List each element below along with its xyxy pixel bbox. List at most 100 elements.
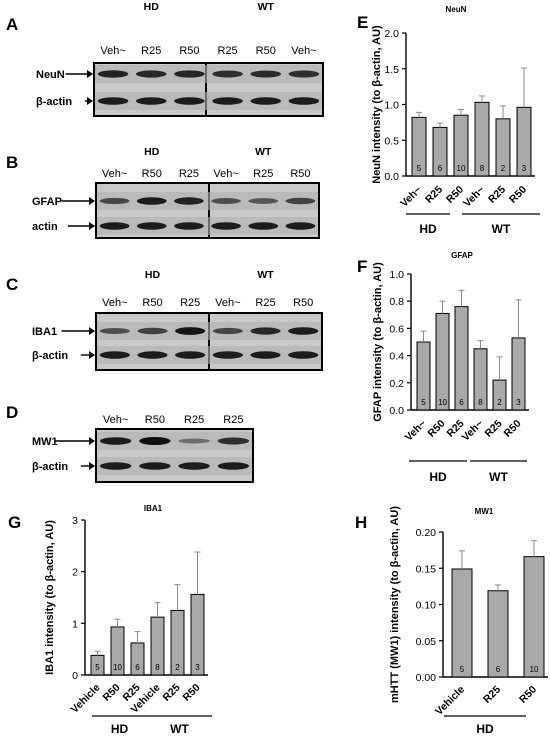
blot-band	[136, 222, 167, 230]
category-label: Veh~	[460, 418, 486, 444]
blot-band	[139, 462, 171, 470]
lane-label: R25	[255, 297, 275, 309]
lane-label: R50	[142, 168, 162, 180]
n-label: 5	[460, 665, 465, 674]
n-label: 3	[195, 663, 200, 672]
blot-band	[137, 327, 168, 335]
bar	[451, 568, 473, 678]
lane-label: Veh~	[213, 168, 238, 180]
n-label: 6	[438, 164, 443, 173]
lane-label: R50	[293, 297, 313, 309]
n-label: 8	[480, 164, 485, 173]
n-label: 10	[530, 665, 539, 674]
group-label: HD	[419, 222, 437, 236]
blot-band	[99, 197, 130, 205]
bar	[435, 312, 450, 411]
y-tick-label: 2	[72, 567, 78, 579]
row-label: MW1	[32, 436, 58, 448]
y-tick-label: 0.20	[416, 527, 437, 539]
group-label: WT	[492, 222, 511, 236]
group-title: WT	[258, 1, 275, 13]
lane-label: Veh~	[215, 297, 240, 309]
arrow-head	[87, 97, 93, 105]
group-label: HD	[476, 722, 494, 736]
y-axis-label: GFAP intensity (to β-actin, AU)	[372, 262, 384, 422]
blot-band	[135, 97, 167, 105]
y-tick-label: 0.0	[389, 405, 404, 417]
panel-letter: D	[6, 403, 18, 422]
blot-band	[99, 462, 132, 470]
n-label: 6	[496, 665, 501, 674]
y-tick-label: 0	[72, 670, 78, 682]
y-tick-label: 0.5	[384, 135, 399, 147]
blot-band	[99, 351, 130, 359]
panel-letter: E	[357, 13, 368, 32]
lane-label: Veh~	[100, 45, 125, 57]
blot-band	[136, 197, 167, 205]
blot-band	[175, 351, 206, 359]
category-label: R25	[483, 418, 505, 440]
panel-letter: B	[6, 153, 18, 172]
blot-row-bg	[95, 92, 322, 110]
y-tick-label: 1	[72, 618, 78, 630]
n-label: 3	[516, 398, 521, 407]
blot-band	[248, 222, 279, 230]
y-tick-label: 2.0	[384, 28, 399, 40]
blot-band	[288, 351, 319, 359]
lane-label: R50	[290, 168, 310, 180]
blot-band	[212, 97, 243, 105]
lane-label: R50	[145, 414, 165, 426]
blot-band	[174, 197, 204, 205]
blot-band	[250, 327, 281, 335]
blot-band	[212, 351, 243, 359]
blot-row-bg	[95, 65, 322, 83]
group-title: WT	[257, 269, 274, 281]
category-label: R50	[517, 684, 539, 706]
blot-band	[250, 351, 281, 359]
blot-band	[285, 222, 316, 230]
blot-band	[137, 351, 168, 359]
chart-title: MW1	[475, 507, 494, 516]
n-label: 2	[497, 398, 502, 407]
lane-label: R25	[179, 168, 199, 180]
lane-label: R50	[142, 297, 162, 309]
bar	[523, 556, 545, 678]
blot-band	[211, 222, 241, 230]
blot-band	[248, 198, 279, 204]
blot-band	[288, 327, 319, 335]
blot-band	[250, 97, 282, 105]
blot-band	[139, 437, 171, 445]
y-tick-label: 1.0	[389, 269, 404, 281]
n-label: 10	[113, 663, 122, 672]
blot-row-bg	[97, 346, 321, 364]
row-label: β-actin	[36, 96, 72, 108]
y-tick-label: 0.6	[389, 323, 404, 335]
row-label: β-actin	[32, 350, 68, 362]
group-label: WT	[170, 722, 189, 736]
group-title: WT	[255, 146, 272, 158]
y-tick-label: 1.5	[384, 64, 399, 76]
blot-row-bg	[97, 432, 252, 450]
y-tick-label: 0.2	[389, 378, 404, 390]
n-label: 5	[417, 164, 422, 173]
blot-band	[99, 328, 130, 334]
blot-band	[178, 438, 210, 444]
panel-letter: A	[6, 15, 18, 34]
blot-band	[97, 97, 129, 105]
lane-label: Veh~	[291, 45, 316, 57]
category-label: Veh~	[403, 418, 429, 444]
blot-band	[175, 327, 206, 335]
row-label: IBA1	[32, 326, 57, 338]
blot-band	[217, 437, 250, 445]
blot-band	[97, 70, 129, 78]
arrow-head	[89, 197, 95, 205]
arrow-head	[89, 462, 95, 470]
blot-band	[99, 437, 132, 445]
blot-band	[99, 222, 130, 230]
y-tick-label: 0.8	[389, 296, 404, 308]
y-tick-label: 1.0	[384, 100, 399, 112]
n-label: 5	[95, 663, 100, 672]
blot-band	[217, 462, 250, 470]
group-label: HD	[111, 722, 129, 736]
blot-band	[288, 70, 320, 78]
